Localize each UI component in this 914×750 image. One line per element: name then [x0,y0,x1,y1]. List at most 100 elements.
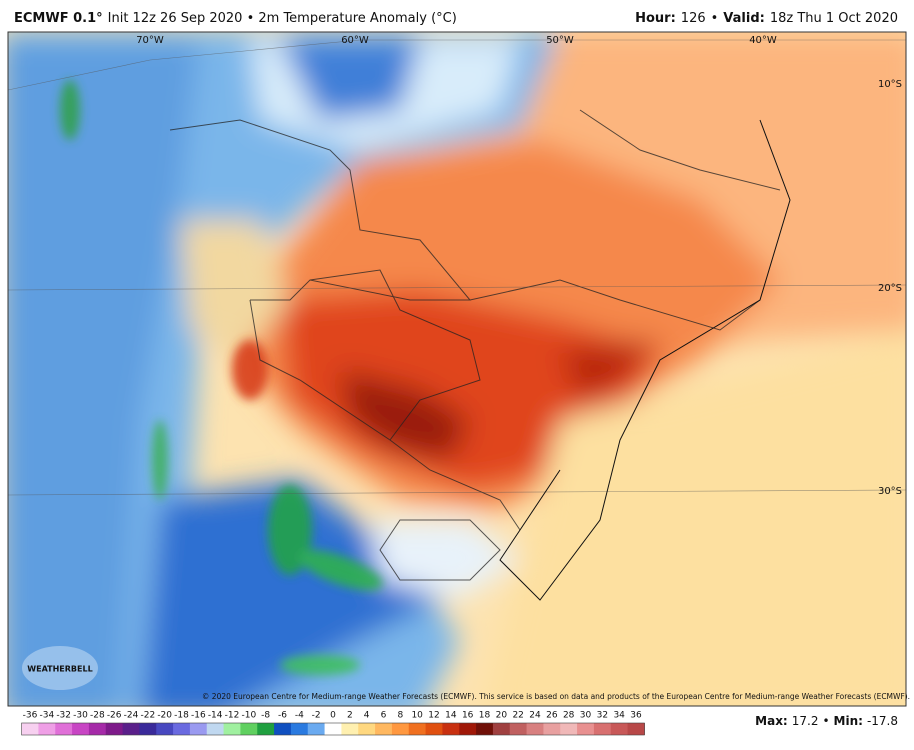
colorbar-label: 36 [630,711,642,721]
colorbar-swatch [358,723,376,735]
colorbar-label: -2 [312,711,321,721]
lat-label: 20°S [878,283,902,294]
colorbar-label: -20 [157,711,172,721]
colorbar-label: 20 [496,711,508,721]
colorbar-swatch [156,723,174,735]
colorbar-swatch [408,723,427,735]
header-title: ECMWF 0.1° [14,11,103,26]
lon-label: 60°W [341,35,369,46]
colorbar-label: 22 [512,711,523,721]
colorbar-label: 18 [479,711,491,721]
colorbar-swatch [55,723,73,735]
colorbar-label: 28 [563,711,575,721]
colorbar-swatch [206,723,225,735]
colorbar-swatch [476,723,494,735]
colorbar-swatch [492,723,511,735]
lon-label: 70°W [136,35,164,46]
colorbar-label: 14 [445,711,457,721]
colorbar-swatch [627,723,645,735]
colorbar-swatch [577,723,595,735]
colorbar-swatch [610,723,629,735]
colorbar-swatch [593,723,612,735]
colorbar-swatch [139,723,157,735]
stats-max: 17.2 [792,714,819,728]
colorbar-swatch [375,723,393,735]
header-part: 18z Thu 1 Oct 2020 [770,11,898,26]
colorbar-swatch [290,723,309,735]
colorbar-swatch [88,723,107,735]
colorbar-swatch [274,723,292,735]
colorbar-label: 8 [397,711,403,721]
colorbar-swatch [240,723,258,735]
colorbar-label: -6 [278,711,287,721]
colorbar-frame [21,722,645,736]
map-frame [7,31,907,707]
colorbar-swatch [122,723,140,735]
colorbar-swatch [257,723,275,735]
colorbar-label: 10 [411,711,423,721]
colorbar-swatch [391,723,410,735]
colorbar-label: 24 [529,711,541,721]
logo-badge [22,646,98,690]
colorbar-label: 12 [428,711,439,721]
stats-max-label: Max: [755,714,788,728]
map [8,32,906,706]
header-part: Valid: [723,11,765,26]
lon-label: 50°W [546,35,574,46]
colorbar-swatch [341,723,359,735]
header-right: Hour: 126 • Valid: 18z Thu 1 Oct 2020 [635,11,898,26]
colorbar-label: 32 [597,711,608,721]
colorbar-swatch [442,723,460,735]
colorbar-label: -34 [39,711,54,721]
stats-min: -17.8 [867,714,898,728]
colorbar-label: 2 [347,711,353,721]
colorbar-swatch [223,723,241,735]
colorbar-label: 4 [364,711,370,721]
colorbar-swatch [543,723,561,735]
colorbar-label: 30 [580,711,592,721]
copyright: © 2020 European Centre for Medium-range … [202,692,910,701]
colorbar-label: -12 [225,711,240,721]
colorbar-label: 16 [462,711,474,721]
colorbar-swatch [189,723,208,735]
logo: WEATHERBELL [27,665,92,674]
stats-separator: • [822,714,829,728]
colorbar-label: 34 [613,711,625,721]
header-part: Hour: [635,11,676,26]
stats: Max: 17.2 • Min: -17.8 [755,714,898,728]
colorbar-swatch [560,723,578,735]
colorbar-label: 0 [330,711,336,721]
colorbar-label: 26 [546,711,558,721]
header-part: 126 [681,11,706,26]
lon-label: 40°W [749,35,777,46]
colorbar-label: -32 [56,711,71,721]
colorbar-label: -4 [295,711,304,721]
colorbar-swatch [21,723,39,735]
colorbar-label: -18 [174,711,189,721]
colorbar-label: -28 [90,711,105,721]
colorbar-label: -30 [73,711,88,721]
colorbar-swatch [526,723,544,735]
colorbar-label: -24 [124,711,139,721]
colorbar-swatch [307,723,326,735]
lat-label: 10°S [878,79,902,90]
colorbar-swatch [509,723,528,735]
header-subtitle: Init 12z 26 Sep 2020 • 2m Temperature An… [108,11,457,26]
colorbar-swatch [324,723,342,735]
stats-min-label: Min: [834,714,863,728]
colorbar-swatch [459,723,477,735]
colorbar-swatch [105,723,124,735]
colorbar-label: -22 [140,711,155,721]
colorbar-label: -8 [261,711,270,721]
colorbar-swatch [425,723,443,735]
lat-label: 30°S [878,486,902,497]
header-part: • [711,11,719,26]
colorbar-label: -16 [191,711,206,721]
colorbar-swatch [72,723,90,735]
header-left: ECMWF 0.1° Init 12z 26 Sep 2020 • 2m Temp… [14,11,457,26]
colorbar-label: -26 [107,711,122,721]
colorbar-swatch [173,723,191,735]
colorbar-label: -14 [208,711,223,721]
colorbar-label: -36 [23,711,38,721]
